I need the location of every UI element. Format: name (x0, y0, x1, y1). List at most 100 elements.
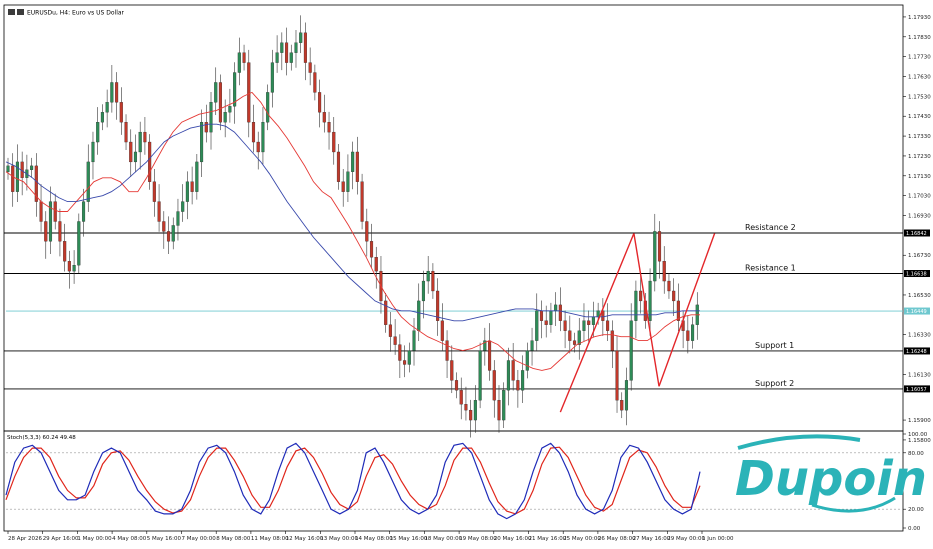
candle-body (672, 290, 676, 302)
candle-body (530, 340, 534, 351)
candle-body (171, 225, 175, 242)
candle-body (119, 102, 123, 123)
stochastic-oscillator (5, 442, 903, 520)
candle-body (421, 280, 426, 302)
candle-body (464, 404, 468, 411)
candle-body (77, 221, 81, 266)
candle-body (497, 400, 501, 421)
candle-body (162, 221, 166, 232)
candle-body (549, 310, 553, 325)
candle-body (280, 42, 284, 53)
candle-body (313, 72, 317, 93)
candle-body (539, 310, 544, 321)
candle-body (195, 161, 199, 192)
candle-body (686, 330, 690, 341)
candle-body (691, 324, 695, 341)
price-tick-label: 1.16530 (908, 293, 931, 299)
candle-body (15, 161, 19, 192)
candle-body (615, 350, 619, 401)
candle-body (327, 122, 331, 133)
candle-body (454, 380, 459, 391)
candle-body (218, 82, 222, 123)
candle-body (492, 370, 496, 401)
time-tick-label: 11 May 08:00 (251, 536, 289, 542)
candle-body (67, 261, 71, 272)
time-tick-label: 21 May 16:00 (529, 536, 567, 542)
candle-body (483, 340, 487, 351)
price-tick-label: 1.17530 (908, 94, 931, 100)
candle-body (190, 181, 194, 192)
candle-body (322, 112, 326, 123)
candle-body (275, 52, 279, 63)
price-levels: Resistance 2 Resistance 1 Support 1 Support… (4, 223, 903, 390)
level-price-tag (904, 229, 930, 237)
candle-body (266, 92, 270, 123)
candle-body (233, 72, 237, 107)
candle-body (601, 310, 605, 321)
candle-body (110, 82, 114, 103)
candle-body (256, 141, 260, 153)
candle-body (30, 165, 34, 170)
candle-body (521, 370, 525, 391)
candle-body (450, 360, 454, 381)
candle-body (157, 201, 161, 222)
time-tick-label: 29 Apr 16:00 (43, 536, 79, 542)
time-tick-label: 26 May 08:00 (598, 536, 636, 542)
pattern-line (658, 233, 716, 387)
time-tick-label: 28 Apr 2026 (8, 536, 43, 542)
level-price-text: 1.16057 (906, 387, 927, 393)
candle-body (166, 231, 171, 242)
candle-body (572, 340, 577, 345)
price-tick-label: 1.17330 (908, 134, 931, 140)
candle-body (48, 201, 53, 242)
candle-body (535, 310, 539, 341)
price-tick-label: 1.17030 (908, 194, 931, 200)
candle-body (341, 181, 345, 192)
candle-body (412, 330, 416, 351)
candle-body (270, 62, 274, 93)
candle-body (624, 380, 629, 411)
candle-body (653, 231, 657, 282)
dupoin-logo-swoosh (737, 434, 861, 450)
candle-body (525, 350, 529, 371)
candle-body (676, 300, 680, 321)
candle-body (577, 330, 581, 345)
moving-averages (5, 91, 700, 371)
candle-body (100, 112, 104, 123)
candle-body (469, 409, 473, 421)
level-label: Support 1 (755, 341, 794, 350)
price-tick-label: 1.15900 (908, 418, 931, 424)
candle-body (63, 241, 67, 262)
candle-body (289, 52, 293, 63)
candles (6, 15, 699, 438)
candle-body (639, 290, 643, 302)
candle-body (388, 324, 392, 337)
candle-body (247, 62, 251, 123)
candle-body (403, 360, 407, 365)
candle-body (473, 400, 477, 421)
candle-body (591, 316, 595, 325)
time-tick-label: 1 Jun 00:00 (702, 536, 734, 542)
stoch-tick-label: 80.00 (908, 451, 924, 457)
price-tick-label: 1.17730 (908, 55, 931, 61)
candle-body (34, 165, 38, 202)
candle-body (58, 221, 62, 242)
pattern-line (633, 233, 660, 387)
candle-body (204, 122, 208, 133)
candle-body (86, 161, 90, 202)
time-tick-label: 19 May 08:00 (459, 536, 497, 542)
candle-body (417, 300, 421, 331)
candle-body (251, 122, 256, 143)
candle-body (308, 62, 312, 73)
time-tick-label: 8 May 08:00 (216, 536, 251, 542)
candle-body (369, 241, 374, 258)
price-tick-label: 1.16930 (908, 214, 931, 220)
candle-body (143, 131, 147, 143)
timeframe-icon (17, 9, 24, 15)
time-axis: 28 Apr 2026 29 Apr 16:001 May 00:00 4 May … (7, 531, 734, 542)
level-price-text: 1.16638 (906, 272, 927, 278)
candle-body (72, 265, 76, 272)
candle-body (436, 290, 440, 321)
